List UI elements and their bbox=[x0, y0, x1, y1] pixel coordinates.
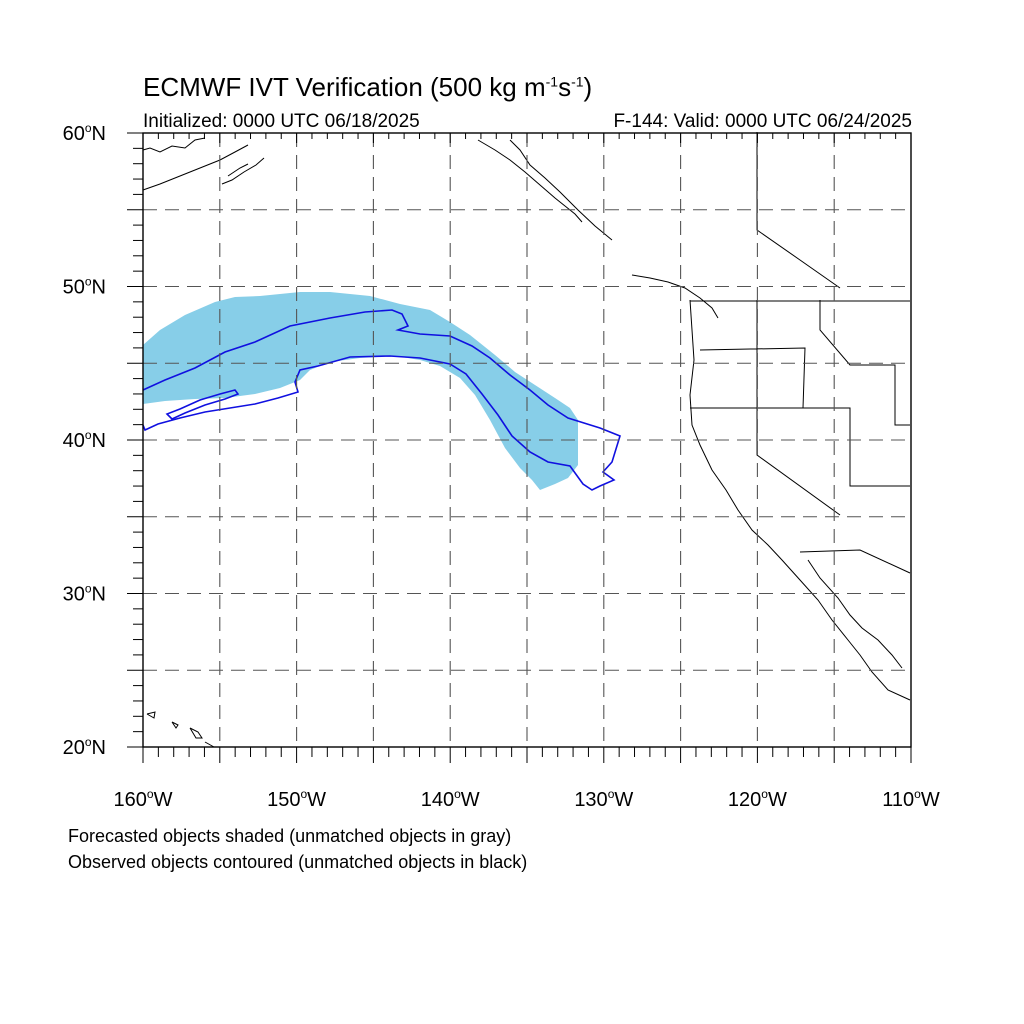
tick-marks bbox=[127, 132, 912, 763]
footnote-observed: Observed objects contoured (unmatched ob… bbox=[68, 852, 528, 872]
state-borders bbox=[690, 132, 911, 574]
lon-label: 150oW bbox=[267, 787, 326, 811]
hawaii-islands bbox=[146, 711, 215, 748]
lat-label: 20oN bbox=[63, 735, 106, 759]
vancouver-island bbox=[631, 274, 719, 319]
forecast-ivt-object bbox=[143, 292, 578, 490]
longitude-labels: 160oW 150oW 140oW 130oW 120oW 110oW bbox=[114, 787, 940, 811]
lon-label: 130oW bbox=[574, 787, 633, 811]
lon-label: 160oW bbox=[114, 787, 173, 811]
baja-california bbox=[807, 559, 903, 669]
lat-label: 30oN bbox=[63, 582, 106, 606]
lat-label: 40oN bbox=[63, 428, 106, 452]
lon-label: 140oW bbox=[421, 787, 480, 811]
valid-time: F-144: Valid: 0000 UTC 06/24/2025 bbox=[613, 111, 912, 132]
gulf-of-alaska-coast bbox=[477, 139, 613, 241]
footnote-forecast: Forecasted objects shaded (unmatched obj… bbox=[68, 826, 512, 846]
map-title: ECMWF IVT Verification (500 kg m-1s-1) bbox=[143, 72, 593, 102]
lat-label: 50oN bbox=[63, 275, 106, 299]
initialized-time: Initialized: 0000 UTC 06/18/2025 bbox=[143, 111, 420, 132]
forecast-object-shading bbox=[143, 292, 578, 490]
alaska-coast bbox=[142, 137, 249, 191]
lon-label: 120oW bbox=[728, 787, 787, 811]
alaska-peninsula-islands bbox=[221, 157, 265, 185]
lat-label: 60oN bbox=[63, 121, 106, 145]
observed-object-contour-small bbox=[165, 389, 240, 420]
latitude-labels: 60oN 50oN 40oN 30oN 20oN bbox=[63, 121, 106, 759]
us-west-coast bbox=[689, 299, 911, 701]
coastlines-and-borders bbox=[142, 132, 911, 748]
lat-lon-gridlines bbox=[143, 133, 911, 747]
map-frame bbox=[142, 132, 912, 748]
lon-label: 110oW bbox=[882, 787, 940, 811]
